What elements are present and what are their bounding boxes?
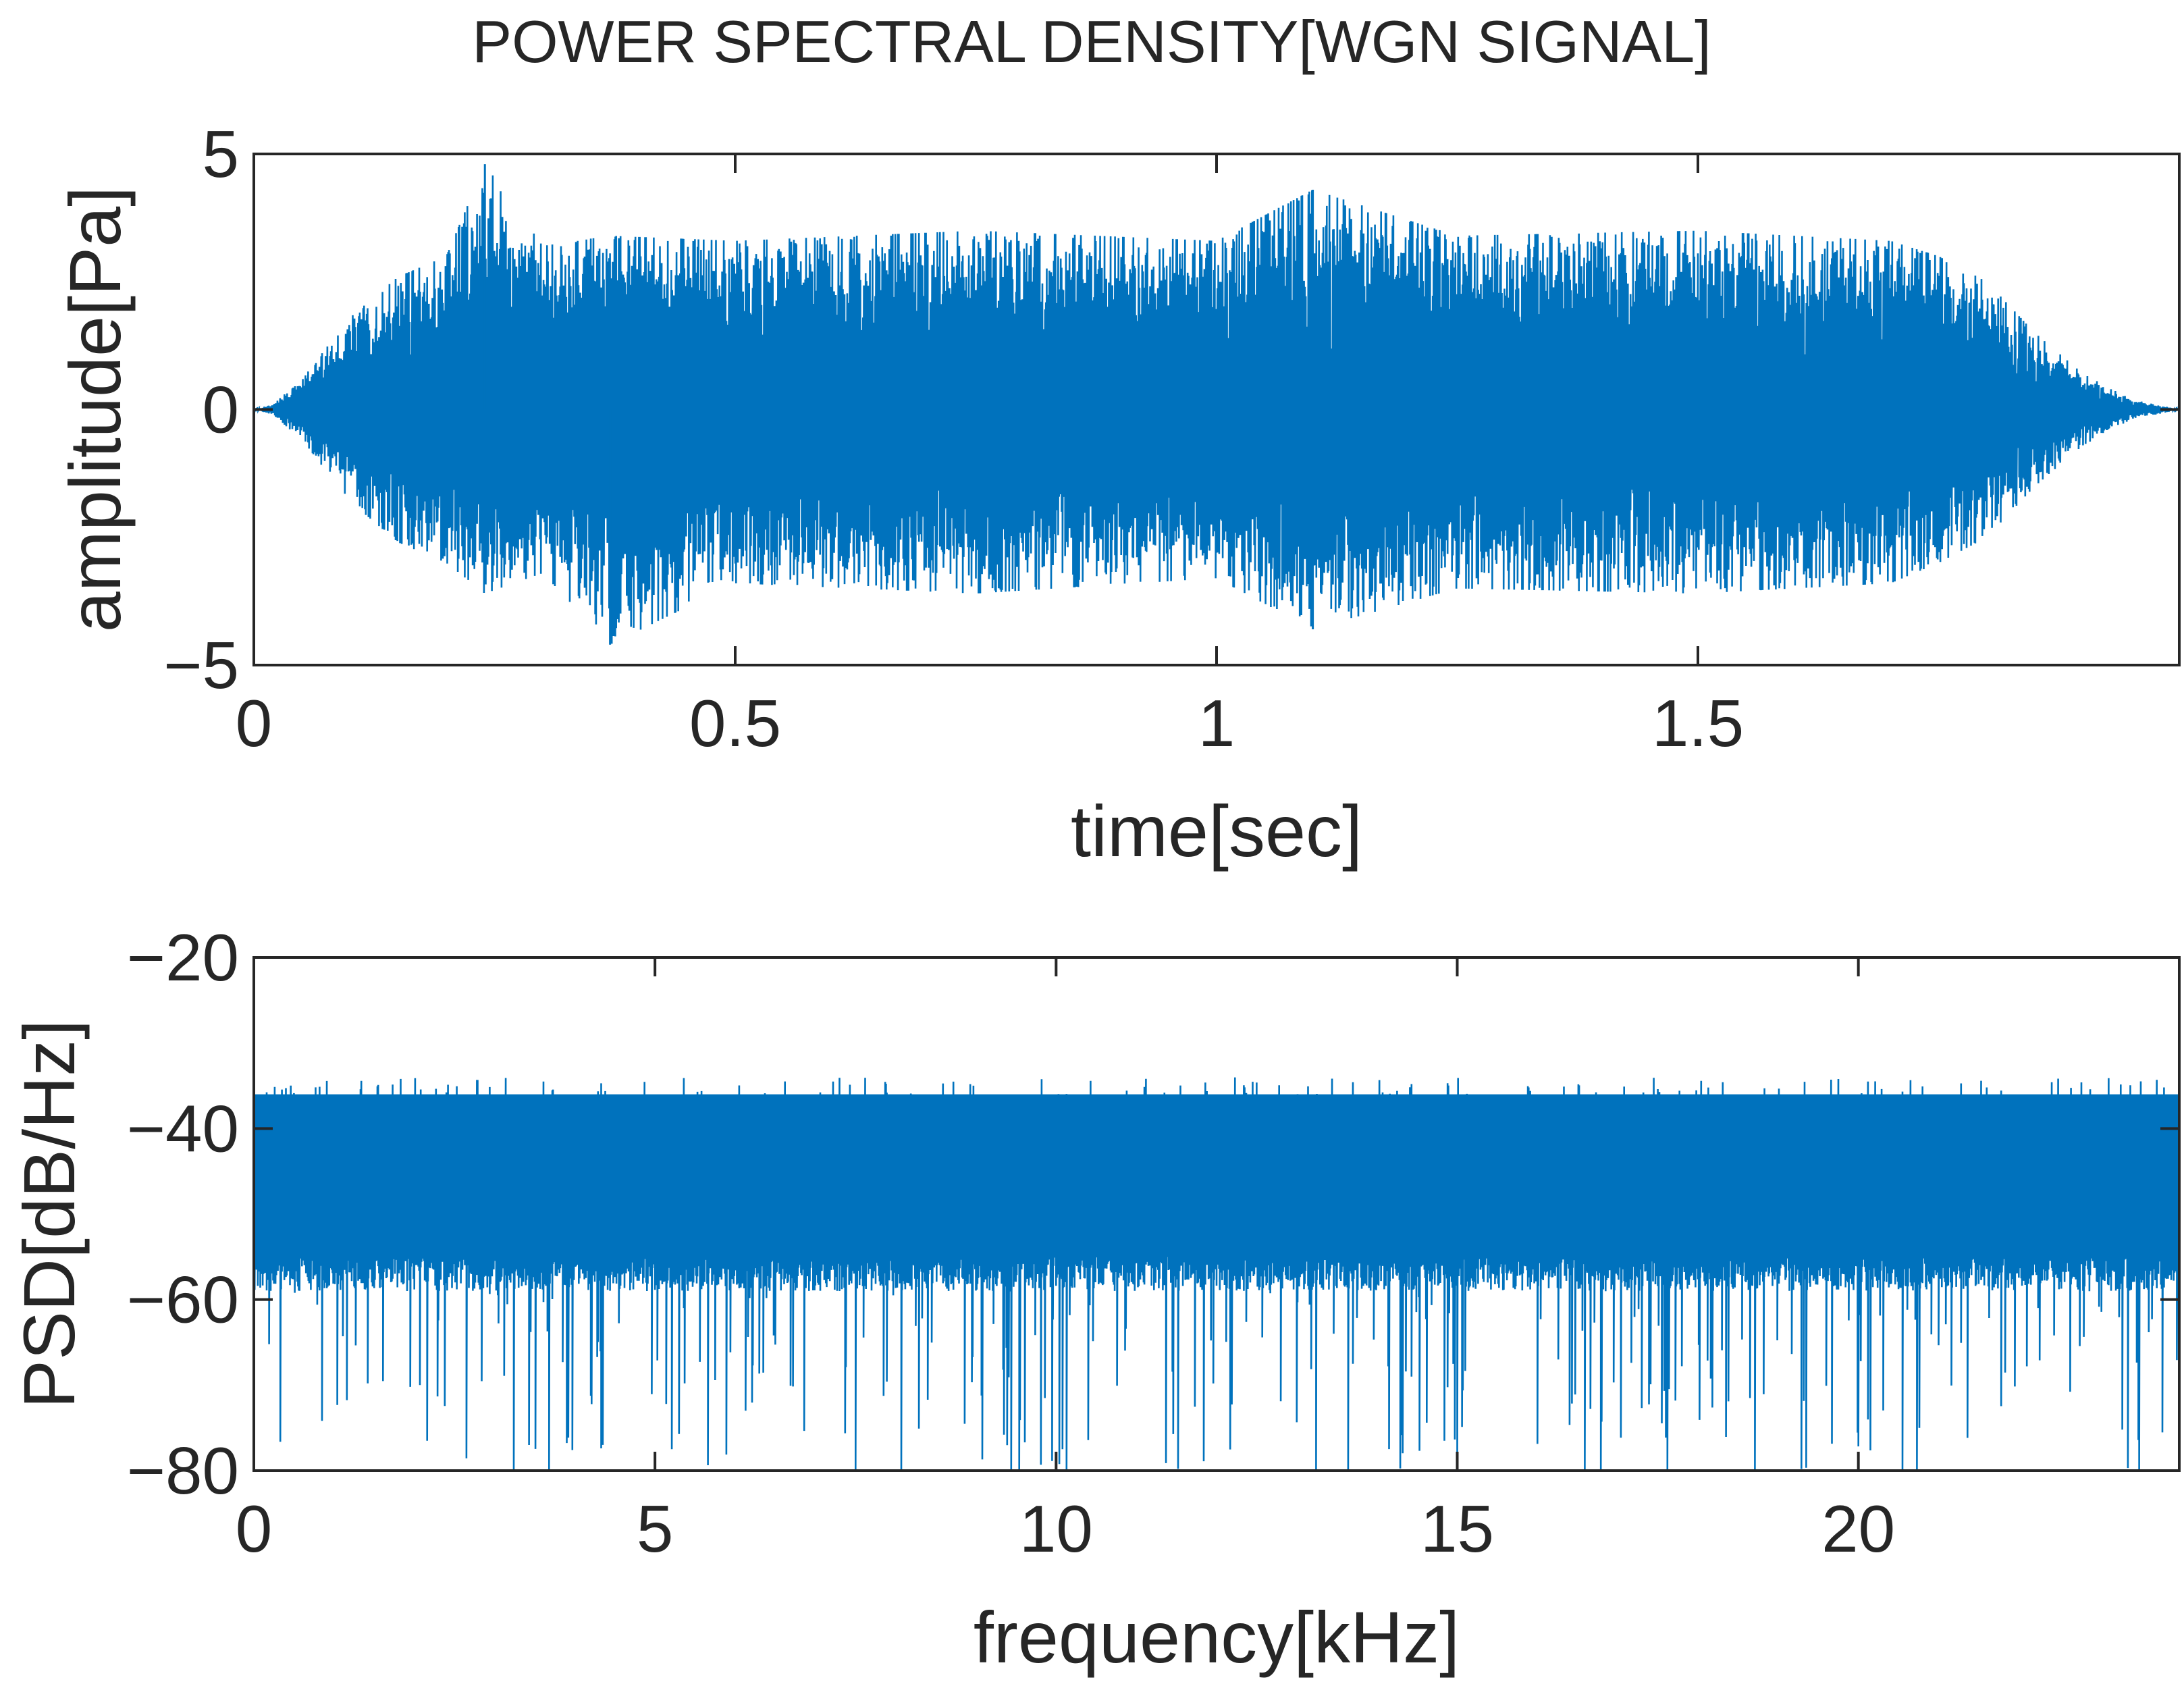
psd-y-tick-label: −20 [127, 920, 239, 995]
psd-y-tick-label: −40 [127, 1091, 239, 1165]
psd-y-tick-label: −60 [127, 1263, 239, 1337]
psd-y-tick-label: −80 [127, 1433, 239, 1508]
time-y-tick-label: 5 [202, 117, 239, 191]
time-signal-line [253, 175, 2180, 644]
time-signal-axes: 0 0.5 1 1.5−505 time[sec] amplitude[Pa] [54, 117, 2181, 872]
time-y-tick-label: 0 [202, 373, 239, 447]
psd-series [252, 1077, 2181, 1471]
time-signal-series [253, 164, 2180, 645]
psd-axes-box [252, 956, 2181, 1472]
psd-axes-ticks: 0 5 10 15 20 −80 −60 −40 −20 [127, 920, 2179, 1566]
time-y-tick-label: −5 [163, 628, 239, 702]
time-x-axis-label: time[sec] [1071, 790, 1362, 872]
psd-x-tick-label: 20 [1821, 1492, 1895, 1566]
psd-y-axis-label: PSD[dB/Hz] [8, 1020, 90, 1409]
psd-x-axis-label: frequency[kHz] [974, 1596, 1460, 1678]
time-x-tick-label: 1 [1198, 686, 1235, 760]
psd-axes: 0 5 10 15 20 −80 −60 −40 −20 frequency[kHz] PSD[… [8, 920, 2181, 1678]
psd-x-tick-label: 10 [1019, 1492, 1093, 1566]
psd-x-tick-label: 0 [236, 1492, 273, 1566]
time-x-tick-label: 1.5 [1652, 686, 1744, 760]
time-axes-ticks: 0 0.5 1 1.5−505 [163, 117, 2179, 760]
time-x-tick-label: 0.5 [689, 686, 781, 760]
figure-title: POWER SPECTRAL DENSITY[WGN SIGNAL] [472, 8, 1711, 75]
psd-band [254, 1094, 2179, 1223]
psd-x-tick-label: 15 [1420, 1492, 1494, 1566]
time-x-tick-label: 0 [236, 686, 273, 760]
psd-x-tick-label: 5 [637, 1492, 674, 1566]
time-y-axis-label: amplitude[Pa] [54, 186, 136, 632]
